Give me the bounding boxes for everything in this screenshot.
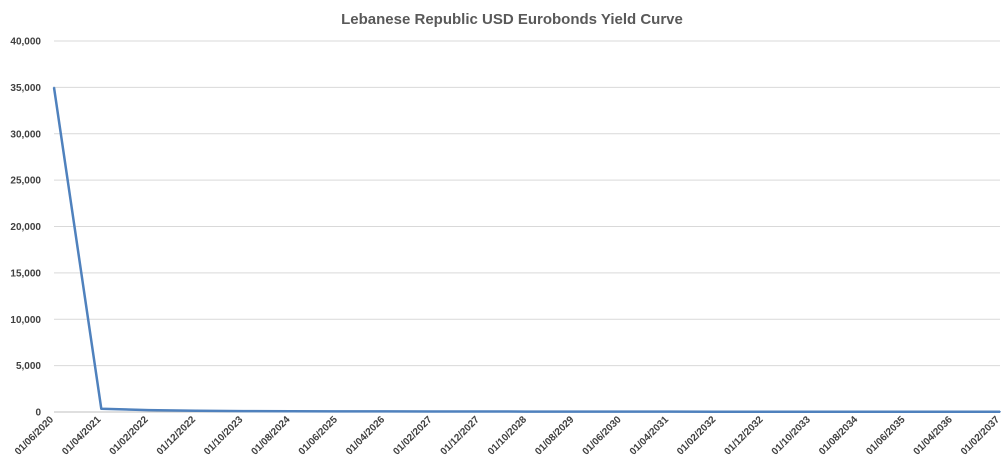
data-point <box>762 410 765 413</box>
x-tick-label: 01/06/2025 <box>297 414 340 457</box>
data-point <box>289 410 292 413</box>
data-point <box>478 410 481 413</box>
x-tick-label: 01/08/2029 <box>533 414 576 457</box>
x-tick-label: 01/12/2032 <box>722 414 765 457</box>
data-point <box>904 410 907 413</box>
chart-title: Lebanese Republic USD Eurobonds Yield Cu… <box>341 11 683 28</box>
data-point <box>715 410 717 413</box>
y-tick-label: 0 <box>35 408 41 419</box>
x-tick-label: 01/08/2024 <box>249 414 292 457</box>
y-tick-label: 35,000 <box>10 83 41 94</box>
y-tick-label: 40,000 <box>10 37 41 48</box>
y-tick-label: 30,000 <box>10 129 41 140</box>
data-point <box>999 410 1001 413</box>
data-point <box>431 410 434 413</box>
y-tick-label: 20,000 <box>10 222 41 233</box>
x-tick-label: 01/10/2023 <box>202 414 245 457</box>
x-tick-label: 01/04/2031 <box>628 414 671 457</box>
x-axis-ticks: 01/06/2020 01/04/2021 01/02/2022 01/12/2022… <box>13 414 1001 457</box>
x-tick-label: 01/04/2021 <box>60 414 103 457</box>
x-tick-label: 01/12/2027 <box>439 414 482 457</box>
data-point <box>195 409 197 412</box>
data-point <box>384 410 386 413</box>
data-point <box>147 409 150 411</box>
x-tick-label: 01/06/2020 <box>13 414 56 457</box>
x-tick-label: 01/10/2033 <box>770 414 813 457</box>
data-point <box>620 410 623 413</box>
x-tick-label: 01/08/2034 <box>817 414 860 457</box>
data-point <box>857 410 859 413</box>
y-tick-label: 25,000 <box>10 176 41 187</box>
series-line <box>52 87 1000 413</box>
y-tick-label: 15,000 <box>10 268 41 279</box>
y-tick-label: 10,000 <box>10 315 41 326</box>
x-tick-label: 01/12/2022 <box>155 414 198 457</box>
gridlines <box>54 40 1000 413</box>
data-point <box>668 410 670 413</box>
data-point <box>810 410 812 413</box>
x-tick-label: 01/06/2035 <box>864 414 907 457</box>
y-axis-ticks: 0 5,000 10,000 15,000 20,000 25,000 30,000 35,0… <box>10 37 41 419</box>
data-point <box>242 410 244 412</box>
x-tick-label: 01/06/2030 <box>581 414 624 457</box>
data-point <box>573 410 576 413</box>
x-tick-label: 01/02/2037 <box>959 414 1001 457</box>
x-tick-label: 01/02/2032 <box>675 414 718 457</box>
data-point <box>337 410 339 413</box>
data-point <box>100 407 103 410</box>
data-point <box>951 410 954 413</box>
series-layer <box>52 86 1001 413</box>
x-tick-label: 01/10/2028 <box>486 414 529 457</box>
data-point <box>526 410 528 413</box>
data-point <box>53 86 55 89</box>
x-tick-label: 01/02/2022 <box>108 414 151 457</box>
x-tick-label: 01/04/2026 <box>344 414 387 457</box>
y-tick-label: 5,000 <box>16 361 41 372</box>
x-tick-label: 01/04/2036 <box>912 414 955 457</box>
x-tick-label: 01/02/2027 <box>391 414 434 457</box>
